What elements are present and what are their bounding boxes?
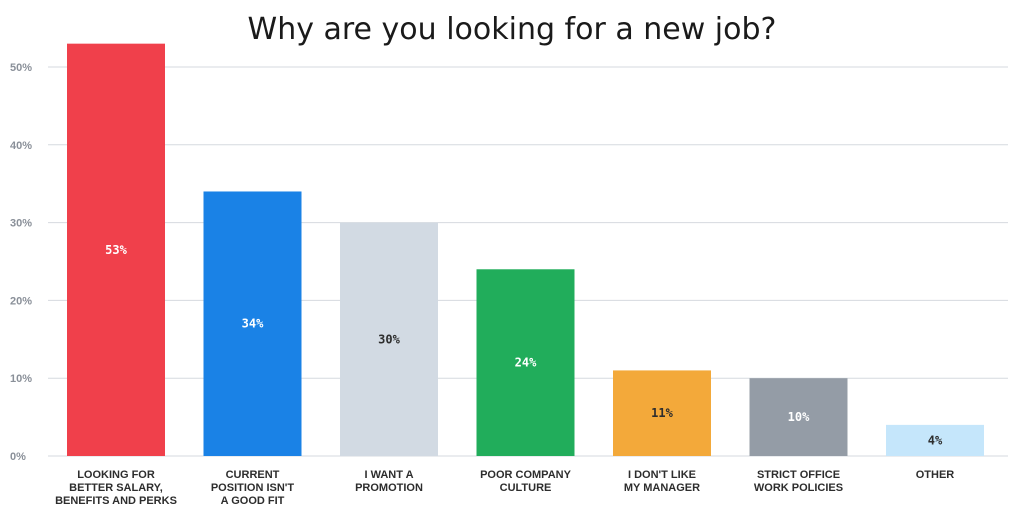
bar-value-label: 10%	[788, 410, 810, 424]
x-category-label: POOR COMPANY	[480, 469, 572, 481]
bar-value-label: 34%	[242, 317, 264, 331]
y-tick-label: 0%	[10, 451, 26, 463]
bar-value-label: 11%	[651, 406, 673, 420]
bar	[67, 43, 165, 456]
bar-value-label: 4%	[928, 433, 943, 447]
bar	[886, 424, 984, 456]
x-category-label: WORK POLICIES	[754, 482, 843, 494]
bar-value-label: 24%	[515, 356, 537, 370]
x-category-label: OTHER	[916, 469, 955, 481]
bar-value-label: 30%	[378, 332, 400, 346]
x-category-label: BENEFITS AND PERKS	[55, 495, 177, 507]
y-tick-label: 10%	[10, 373, 32, 385]
bar	[340, 222, 438, 456]
chart-title: Why are you looking for a new job?	[247, 12, 777, 47]
x-category-label: POSITION ISN'T	[211, 482, 295, 494]
x-category-label: I DON'T LIKE	[628, 469, 696, 481]
x-category-label: A GOOD FIT	[221, 495, 285, 507]
x-category-label: PROMOTION	[355, 482, 423, 494]
x-category-label: BETTER SALARY,	[69, 482, 163, 494]
bar	[613, 370, 711, 456]
y-tick-label: 40%	[10, 140, 32, 152]
x-category-label: MY MANAGER	[624, 482, 700, 494]
y-tick-label: 50%	[10, 62, 32, 74]
bar	[203, 191, 302, 457]
y-tick-label: 20%	[10, 295, 32, 307]
x-category-label: CULTURE	[500, 482, 552, 494]
x-category-label: STRICT OFFICE	[757, 469, 840, 481]
bar	[749, 378, 848, 456]
x-category-label: LOOKING FOR	[77, 469, 155, 481]
bar	[476, 269, 575, 456]
x-category-label: I WANT A	[364, 469, 413, 481]
bar-value-label: 53%	[105, 243, 127, 257]
y-tick-label: 30%	[10, 218, 32, 230]
x-category-label: CURRENT	[226, 469, 280, 481]
